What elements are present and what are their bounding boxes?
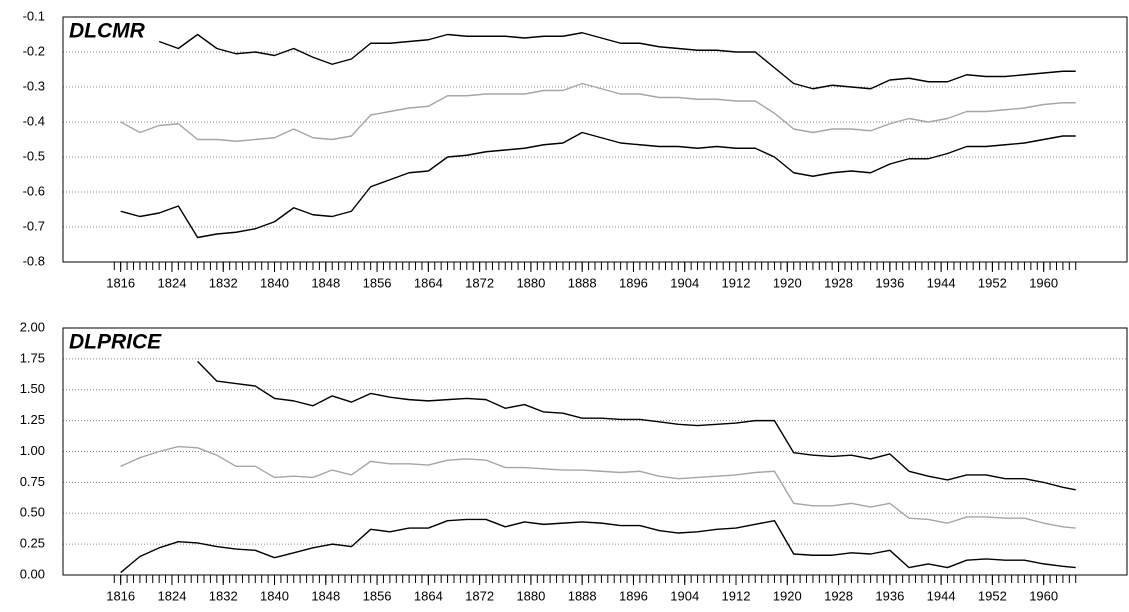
x-tick-label: 1960 — [1029, 588, 1058, 603]
x-tick-label: 1880 — [516, 275, 545, 290]
x-tick-label: 1944 — [927, 275, 956, 290]
series-line — [120, 518, 1076, 574]
y-tick-label: 0.00 — [20, 566, 45, 581]
x-tick-label: 1856 — [363, 275, 392, 290]
series-line — [158, 32, 1076, 90]
y-tick-label: 1.00 — [20, 443, 45, 458]
x-tick-label: 1816 — [106, 275, 135, 290]
x-tick-label: 1936 — [875, 275, 904, 290]
x-tick-label: 1904 — [670, 588, 699, 603]
x-tick-label: 1816 — [106, 588, 135, 603]
x-tick-label: 1936 — [875, 588, 904, 603]
series-line — [120, 131, 1076, 239]
y-tick-label: -0.8 — [23, 253, 45, 268]
y-tick-label: -0.7 — [23, 218, 45, 233]
x-tick-label: 1864 — [414, 275, 443, 290]
x-tick-label: 1824 — [158, 275, 187, 290]
x-tick-label: 1944 — [927, 588, 956, 603]
x-tick-label: 1952 — [978, 275, 1007, 290]
title-background — [66, 329, 166, 352]
x-tick-label: 1872 — [465, 588, 494, 603]
x-tick-label: 1952 — [978, 588, 1007, 603]
y-tick-label: -0.3 — [23, 78, 45, 93]
x-tick-label: 1896 — [619, 275, 648, 290]
x-tick-label: 1888 — [568, 275, 597, 290]
x-tick-label: 1920 — [773, 275, 802, 290]
y-tick-label: -0.2 — [23, 43, 45, 58]
x-tick-label: 1896 — [619, 588, 648, 603]
x-tick-label: 1840 — [260, 588, 289, 603]
series-line — [120, 82, 1076, 142]
x-tick-label: 1912 — [722, 275, 751, 290]
y-tick-label: 2.00 — [20, 319, 45, 334]
x-tick-label: 1904 — [670, 275, 699, 290]
y-tick-label: 0.75 — [20, 474, 45, 489]
x-tick-label: 1840 — [260, 275, 289, 290]
y-tick-label: 0.25 — [20, 536, 45, 551]
x-tick-label: 1888 — [568, 588, 597, 603]
x-tick-label: 1872 — [465, 275, 494, 290]
x-tick-label: 1848 — [311, 588, 340, 603]
chart-title: DLCMR — [69, 20, 146, 43]
x-tick-label: 1920 — [773, 588, 802, 603]
x-tick-label: 1960 — [1029, 275, 1058, 290]
x-tick-label: 1912 — [722, 588, 751, 603]
y-tick-label: -0.1 — [23, 8, 45, 23]
x-tick-label: 1864 — [414, 588, 443, 603]
y-tick-label: 0.50 — [20, 505, 45, 520]
x-tick-label: 1880 — [516, 588, 545, 603]
chart-title: DLPRICE — [69, 331, 162, 354]
y-tick-label: 1.75 — [20, 350, 45, 365]
x-tick-label: 1832 — [209, 275, 238, 290]
x-tick-label: 1928 — [824, 588, 853, 603]
x-tick-label: 1856 — [363, 588, 392, 603]
series-line — [120, 445, 1076, 529]
title-background — [66, 18, 149, 41]
y-tick-label: 1.25 — [20, 412, 45, 427]
x-tick-label: 1848 — [311, 275, 340, 290]
x-tick-label: 1824 — [158, 588, 187, 603]
y-tick-label: 1.50 — [20, 381, 45, 396]
y-tick-label: -0.6 — [23, 183, 45, 198]
x-tick-label: 1832 — [209, 588, 238, 603]
y-tick-label: -0.5 — [23, 148, 45, 163]
y-tick-label: -0.4 — [23, 113, 45, 128]
series-line — [197, 360, 1076, 491]
x-tick-label: 1928 — [824, 275, 853, 290]
